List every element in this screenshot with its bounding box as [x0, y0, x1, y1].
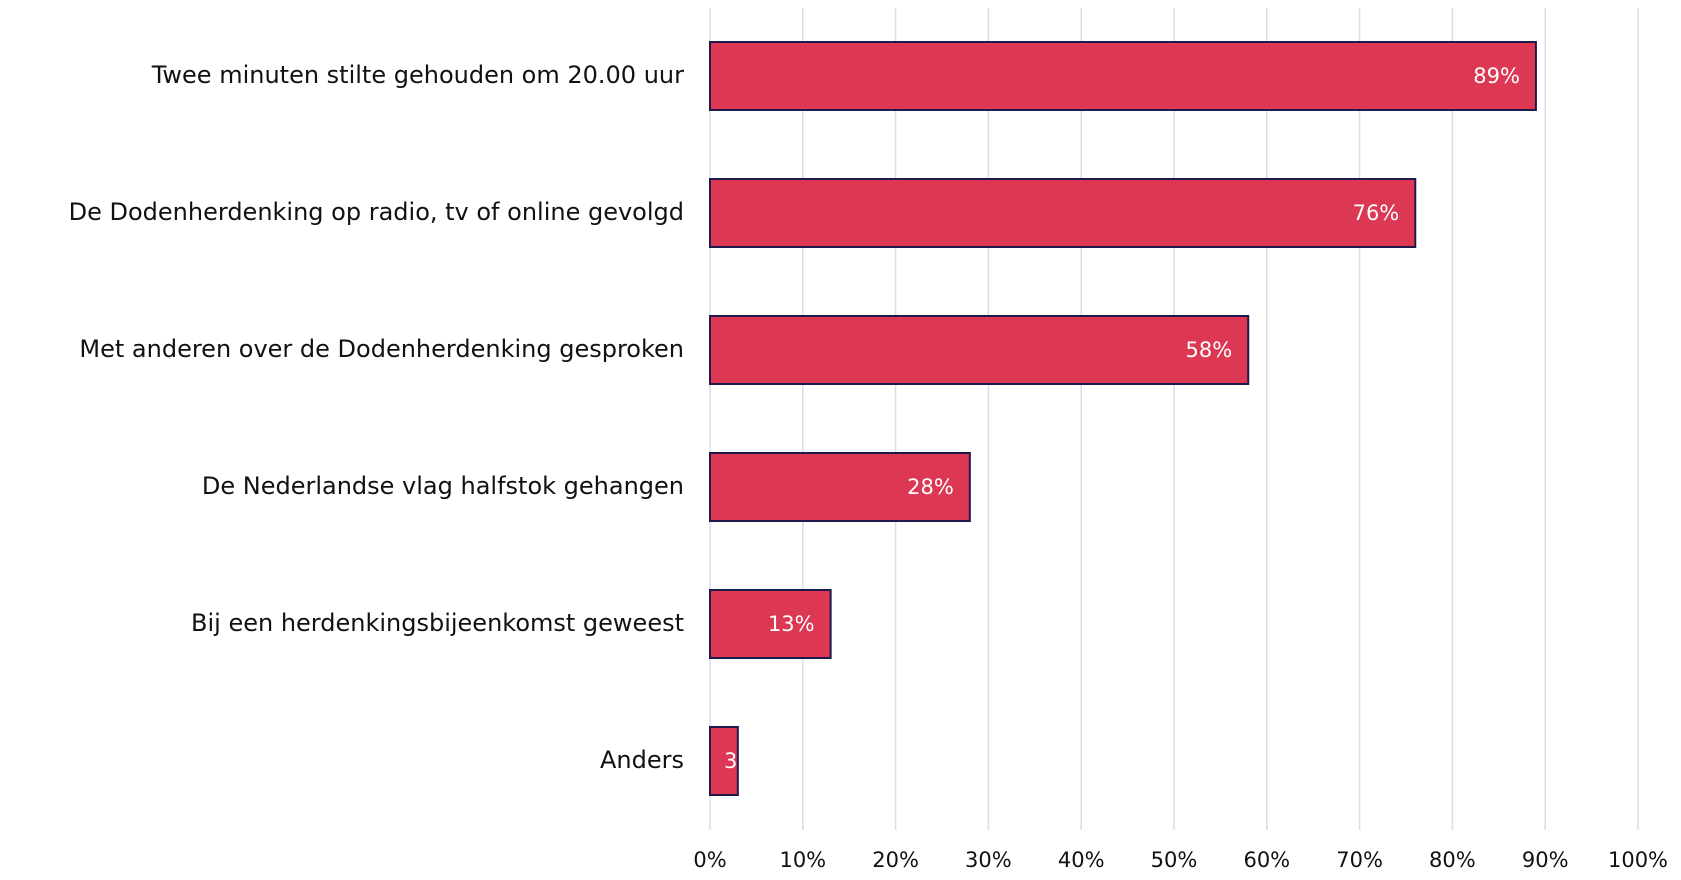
- category-label: Met anderen over de Dodenherdenking gesp…: [79, 335, 684, 363]
- data-label: 76%: [1353, 201, 1400, 225]
- data-label: 13%: [768, 612, 815, 636]
- data-label: 28%: [907, 475, 954, 499]
- category-label: Twee minuten stilte gehouden om 20.00 uu…: [151, 61, 684, 89]
- x-tick-label: 90%: [1522, 848, 1569, 872]
- x-tick-label: 60%: [1243, 848, 1290, 872]
- x-tick-label: 10%: [779, 848, 826, 872]
- category-label: Anders: [600, 746, 684, 774]
- category-label: De Nederlandse vlag halfstok gehangen: [202, 472, 684, 500]
- data-label: 89%: [1473, 64, 1520, 88]
- x-tick-label: 40%: [1058, 848, 1105, 872]
- x-tick-label: 100%: [1608, 848, 1668, 872]
- x-tick-label: 80%: [1429, 848, 1476, 872]
- x-tick-label: 70%: [1336, 848, 1383, 872]
- x-tick-label: 30%: [965, 848, 1012, 872]
- bar: [709, 315, 1250, 385]
- bar: [709, 178, 1417, 248]
- category-label: Bij een herdenkingsbijeenkomst geweest: [191, 609, 684, 637]
- bar: [709, 452, 971, 522]
- x-tick-label: 20%: [872, 848, 919, 872]
- data-label: 58%: [1186, 338, 1233, 362]
- bar: [709, 41, 1537, 111]
- x-tick-label: 0%: [693, 848, 726, 872]
- data-label: 3%: [724, 749, 757, 773]
- x-tick-label: 50%: [1151, 848, 1198, 872]
- category-label: De Dodenherdenking op radio, tv of onlin…: [69, 198, 684, 226]
- bar: [709, 589, 832, 659]
- bar: [709, 726, 739, 796]
